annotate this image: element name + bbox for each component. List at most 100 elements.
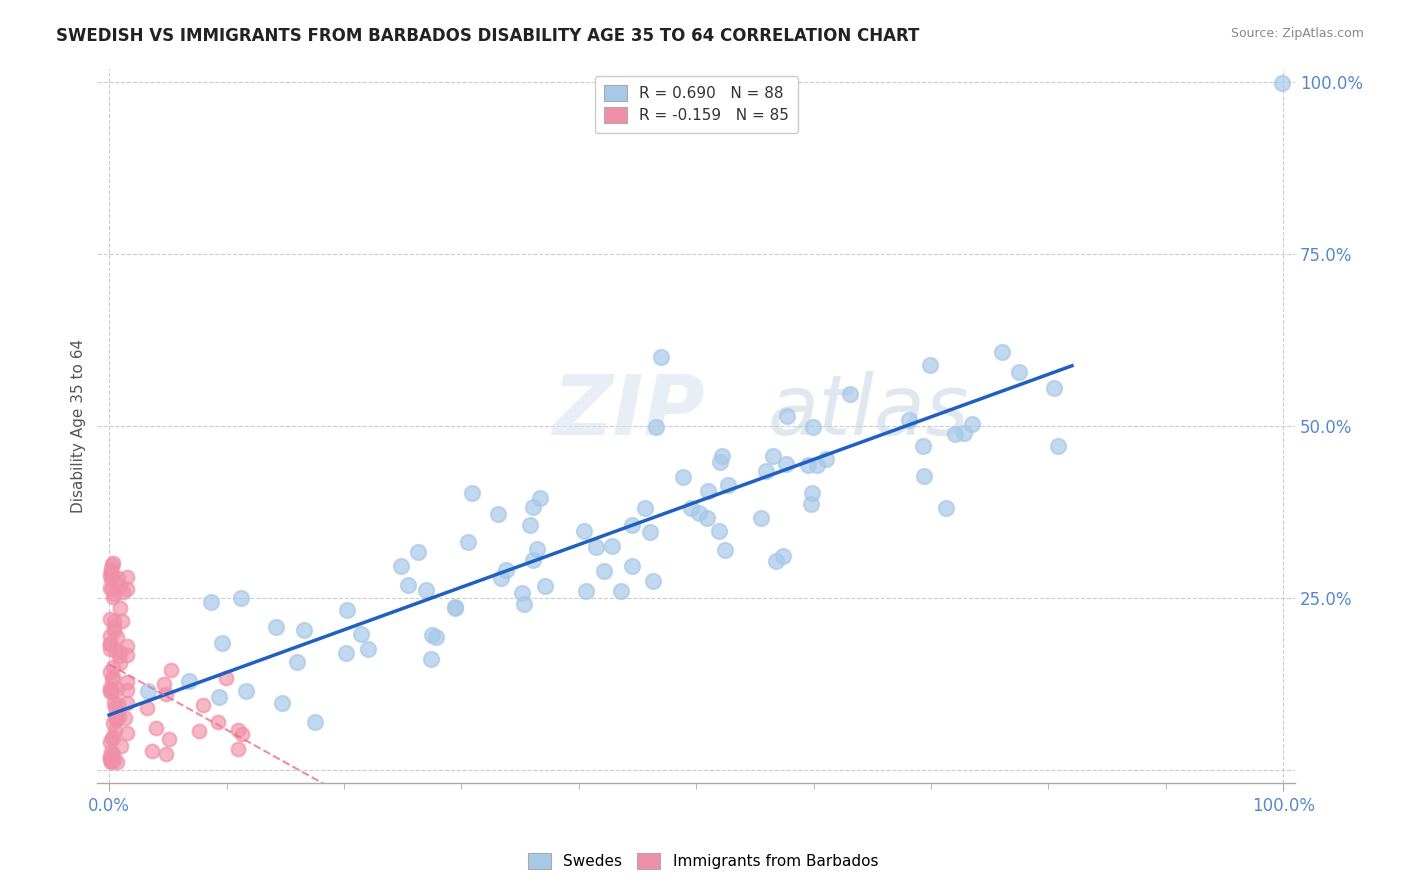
Point [935, 500, 957, 515]
Point [640, 524, 662, 539]
Point [160, 664, 183, 678]
Point [98, 629, 121, 643]
Point [489, 571, 512, 585]
Point [806, 458, 828, 472]
Point [101, 731, 124, 745]
Point [98, 582, 121, 596]
Point [495, 563, 517, 577]
Point [177, 674, 200, 689]
Point [115, 648, 138, 662]
Point [100, 565, 122, 579]
Point [100, 562, 122, 576]
Point [304, 714, 326, 729]
Point [98, 735, 121, 749]
Point [621, 518, 644, 533]
Point [211, 635, 233, 649]
Point [103, 624, 125, 638]
Point [406, 545, 429, 559]
Point [105, 755, 128, 769]
Point [105, 708, 128, 723]
Point [1047, 438, 1070, 452]
Point [420, 628, 443, 642]
Point [215, 671, 238, 685]
Point [98, 750, 121, 764]
Point [105, 630, 128, 644]
Point [1043, 380, 1066, 394]
Point [444, 600, 467, 615]
Point [105, 711, 128, 725]
Point [111, 614, 134, 628]
Point [136, 684, 159, 698]
Point [136, 701, 159, 715]
Text: SWEDISH VS IMMIGRANTS FROM BARBADOS DISABILITY AGE 35 TO 64 CORRELATION CHART: SWEDISH VS IMMIGRANTS FROM BARBADOS DISA… [56, 27, 920, 45]
Point [103, 752, 125, 766]
Point [188, 724, 211, 739]
Point [513, 597, 536, 611]
Point [235, 683, 257, 698]
Point [644, 420, 666, 434]
Point [115, 639, 138, 653]
Point [775, 457, 797, 471]
Point [292, 623, 315, 637]
Point [115, 582, 138, 596]
Point [960, 417, 983, 431]
Point [100, 572, 122, 586]
Point [585, 540, 607, 554]
Point [114, 711, 136, 725]
Point [943, 426, 966, 441]
Point [101, 558, 124, 572]
Point [100, 754, 122, 768]
Point [100, 745, 122, 759]
Point [357, 642, 380, 657]
Point [398, 577, 420, 591]
Point [101, 747, 124, 761]
Point [709, 455, 731, 469]
Point [98, 637, 121, 651]
Point [533, 579, 555, 593]
Y-axis label: Disability Age 35 to 64: Disability Age 35 to 64 [72, 339, 86, 513]
Point [107, 709, 129, 723]
Point [110, 739, 132, 753]
Point [633, 500, 655, 515]
Point [443, 599, 465, 614]
Point [157, 732, 180, 747]
Point [526, 541, 548, 556]
Point [98, 665, 121, 680]
Point [105, 681, 128, 696]
Point [510, 586, 533, 600]
Point [112, 585, 135, 599]
Point [953, 426, 976, 441]
Point [600, 539, 623, 553]
Point [98, 681, 121, 695]
Point [107, 571, 129, 585]
Point [207, 715, 229, 730]
Point [335, 646, 357, 660]
Point [98, 750, 121, 764]
Point [696, 511, 718, 525]
Point [800, 497, 823, 511]
Point [110, 656, 132, 670]
Point [104, 723, 127, 738]
Point [801, 420, 824, 434]
Point [105, 713, 128, 727]
Point [749, 511, 772, 525]
Point [101, 566, 124, 581]
Point [912, 469, 935, 483]
Point [145, 721, 167, 735]
Point [710, 449, 733, 463]
Point [103, 570, 125, 584]
Point [912, 439, 935, 453]
Point [231, 591, 253, 606]
Point [797, 458, 820, 472]
Point [101, 673, 124, 687]
Point [389, 559, 412, 574]
Point [110, 645, 132, 659]
Point [153, 676, 176, 690]
Point [336, 603, 359, 617]
Point [108, 649, 131, 664]
Point [103, 590, 125, 604]
Point [226, 741, 249, 756]
Point [155, 747, 177, 761]
Point [103, 642, 125, 657]
Point [100, 731, 122, 745]
